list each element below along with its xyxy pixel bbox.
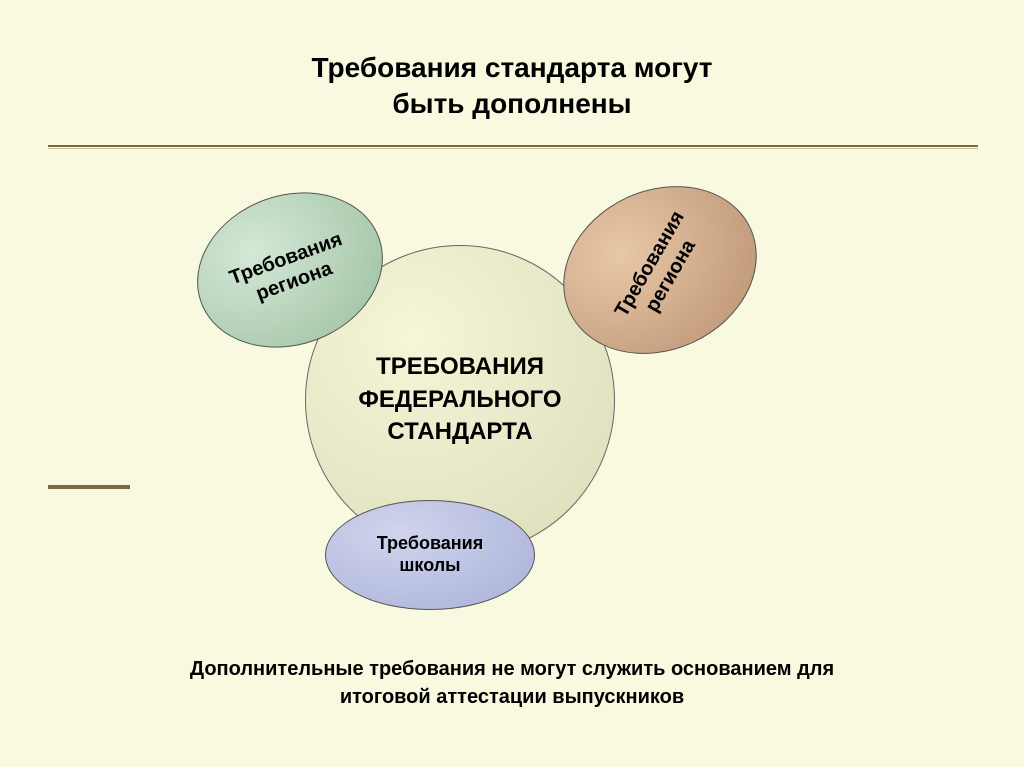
ellipse-bottom: Требования школы (325, 500, 535, 610)
ellipse-bottom-line2: школы (377, 555, 483, 577)
ellipse-left-text: Требования региона (226, 227, 354, 313)
footer-line1: Дополнительные требования не могут служи… (0, 655, 1024, 683)
footer-line2: итоговой аттестации выпускников (0, 683, 1024, 711)
main-circle-line3: СТАНДАРТА (387, 416, 532, 448)
title-line2: быть дополнены (0, 86, 1024, 122)
title-line1: Требования стандарта могут (0, 50, 1024, 86)
title-underline (48, 145, 978, 147)
left-accent-bar (48, 485, 130, 489)
footer-text: Дополнительные требования не могут служи… (0, 655, 1024, 711)
title-underline-shadow (48, 148, 978, 149)
main-circle-line1: ТРЕБОВАНИЯ (376, 351, 544, 383)
slide-title: Требования стандарта могут быть дополнен… (0, 50, 1024, 122)
ellipse-right-text: Требования региона (610, 207, 711, 333)
ellipse-bottom-text: Требования школы (377, 533, 483, 576)
main-circle-line2: ФЕДЕРАЛЬНОГО (358, 384, 561, 416)
ellipse-bottom-line1: Требования (377, 533, 483, 555)
